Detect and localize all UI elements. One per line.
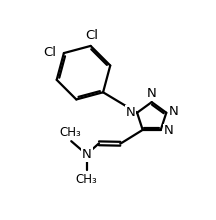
Text: CH₃: CH₃ [76, 173, 97, 186]
Text: Cl: Cl [85, 29, 98, 42]
Text: N: N [82, 148, 92, 161]
Text: CH₃: CH₃ [59, 126, 81, 139]
Text: N: N [169, 105, 179, 118]
Text: Cl: Cl [43, 46, 56, 59]
Text: N: N [126, 106, 135, 119]
Text: N: N [147, 86, 157, 100]
Text: N: N [163, 125, 173, 138]
